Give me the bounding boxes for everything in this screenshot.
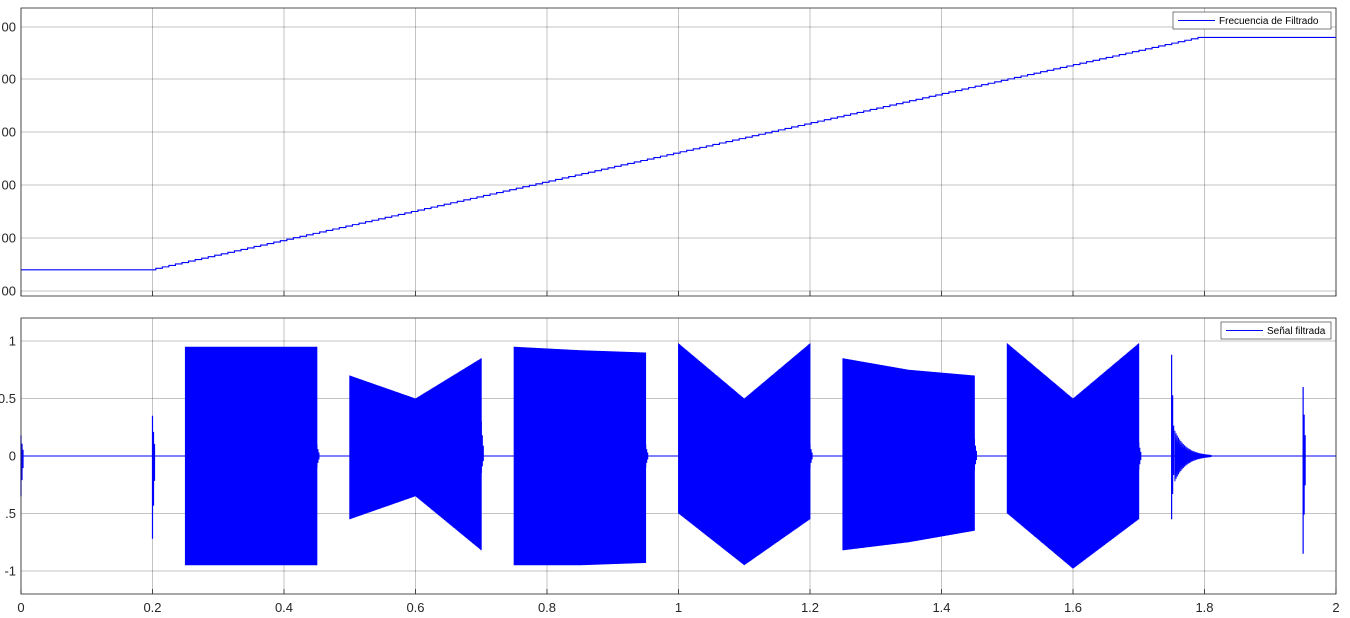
top-axes: 00 00 00 00 00 00 Frecuencia de Filtrado: [2, 7, 1337, 299]
spike-8: [1171, 354, 1175, 520]
spike-4: [645, 444, 649, 468]
x-tick-label: 0.8: [538, 600, 556, 615]
axes-frame-bottom: [20, 317, 1337, 595]
burst-0: [184, 346, 318, 566]
y-tick-label: 0: [9, 449, 16, 464]
spike-3: [480, 421, 484, 474]
x-tick-label: 0.2: [143, 600, 161, 615]
y-tick-label: 00: [2, 178, 16, 193]
x-tick-label: 2: [1332, 600, 1339, 615]
spike-9: [1302, 387, 1306, 554]
legend-top: Frecuencia de Filtrado: [1172, 11, 1332, 30]
spike-1: [151, 415, 156, 539]
x-tick-label: 1.8: [1195, 600, 1213, 615]
y-tick-label: 1: [9, 334, 16, 349]
y-tick-label: 00: [2, 72, 16, 87]
legend-box: [1172, 11, 1332, 30]
burst-2: [513, 346, 647, 566]
y-tick-label: 00: [2, 231, 16, 246]
series-line-frecuencia: [21, 36, 1336, 271]
y-tick-label: 0.5: [0, 391, 16, 406]
burst-4: [842, 358, 975, 551]
spike-6: [973, 438, 977, 470]
spike-7: [1138, 442, 1142, 470]
bottom-axes: -1 .5 0 0.5 1 0 0.2 0.4 0.6 0.8 1 1.2 1.4 1.6 1.8 2 Seña…: [0, 317, 1340, 615]
decay-ringing: [1174, 430, 1212, 482]
x-tick-label: 1.4: [932, 600, 950, 615]
burst-1: [349, 358, 482, 551]
spike-2: [316, 444, 320, 468]
legend-label: Frecuencia de Filtrado: [1219, 16, 1319, 27]
y-tick-label: 00: [2, 20, 16, 35]
y-tick-label: 00: [2, 284, 16, 299]
burst-3: [678, 343, 811, 566]
x-tick-label: 0.6: [406, 600, 424, 615]
x-tick-label: 0.4: [275, 600, 293, 615]
x-tick-label: 0: [17, 600, 24, 615]
y-tick-label: .5: [5, 506, 16, 521]
x-tick-label: 1: [675, 600, 682, 615]
y-tick-label: 00: [2, 125, 16, 140]
spike-5: [809, 444, 813, 468]
x-tick-label: 1.6: [1064, 600, 1082, 615]
legend-label: Señal filtrada: [1267, 326, 1326, 337]
burst-5: [1006, 343, 1140, 569]
legend-bottom: Señal filtrada: [1220, 321, 1332, 340]
series-senal-filtrada: [20, 343, 1306, 569]
y-tick-label: -1: [4, 564, 16, 579]
axes-frame-top: [20, 7, 1337, 297]
x-tick-label: 1.2: [801, 600, 819, 615]
legend-box: [1220, 321, 1332, 340]
